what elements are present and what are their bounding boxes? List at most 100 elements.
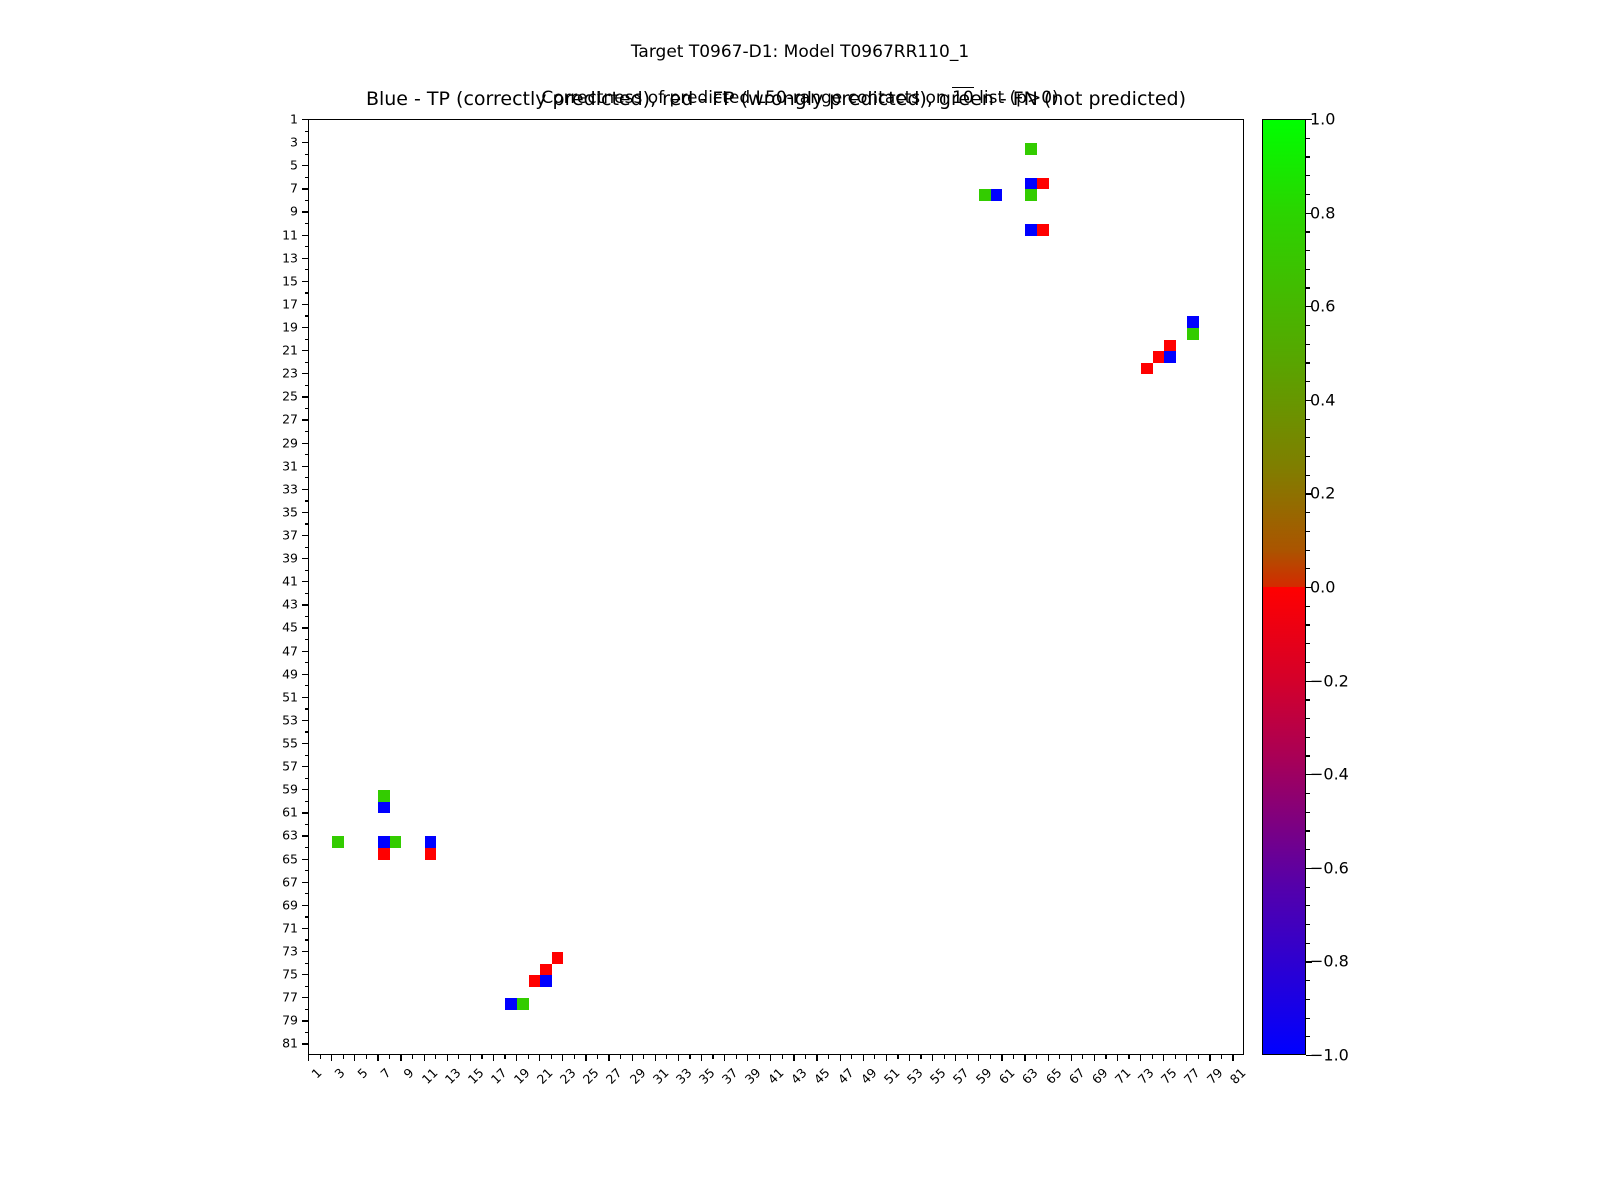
x-tick-mark bbox=[562, 1055, 564, 1061]
x-tick-label: 67 bbox=[1065, 1065, 1088, 1087]
y-tick-label: 15 bbox=[282, 273, 298, 289]
contact-cell bbox=[1037, 177, 1049, 190]
contact-cell bbox=[424, 848, 437, 860]
x-tick-label: 1 bbox=[308, 1065, 325, 1082]
x-tick-mark bbox=[804, 1055, 807, 1059]
suptitle-line-1: Target T0967-D1: Model T0967RR110_1 bbox=[630, 41, 970, 62]
contact-cell bbox=[540, 963, 552, 976]
contact-cell bbox=[1025, 143, 1037, 155]
colorbar-minor-tick-mark bbox=[1306, 193, 1310, 196]
contact-cell bbox=[528, 975, 541, 987]
x-tick-label: 57 bbox=[949, 1065, 972, 1087]
contact-cell bbox=[540, 975, 552, 987]
x-tick-label: 69 bbox=[1088, 1065, 1111, 1087]
x-tick-label: 35 bbox=[695, 1065, 718, 1087]
y-tick-label: 51 bbox=[282, 689, 298, 705]
y-tick-label: 61 bbox=[282, 804, 298, 820]
y-tick-label: 69 bbox=[282, 897, 298, 913]
x-tick-mark bbox=[1163, 1055, 1165, 1061]
x-tick-mark bbox=[319, 1055, 321, 1059]
y-tick-label: 81 bbox=[282, 1035, 298, 1051]
colorbar-tick-label: 0.0 bbox=[1310, 577, 1336, 597]
colorbar-minor-tick-mark bbox=[1306, 231, 1310, 233]
x-tick-mark bbox=[654, 1055, 656, 1061]
x-tick-label: 41 bbox=[764, 1065, 787, 1087]
x-tick-mark bbox=[851, 1055, 853, 1059]
x-tick-label: 21 bbox=[533, 1065, 556, 1087]
x-tick-label: 51 bbox=[880, 1065, 903, 1087]
x-tick-label: 39 bbox=[741, 1065, 764, 1087]
contact-cell bbox=[1025, 224, 1037, 236]
colorbar-tick-label: 0.8 bbox=[1310, 203, 1336, 223]
x-tick-mark bbox=[724, 1055, 726, 1061]
x-tick-mark bbox=[354, 1055, 356, 1061]
colorbar-tick-mark bbox=[1306, 399, 1312, 401]
colorbar-minor-tick-mark bbox=[1306, 605, 1310, 607]
colorbar-minor-tick-mark bbox=[1306, 455, 1310, 458]
colorbar-minor-tick-mark bbox=[1306, 624, 1310, 626]
y-tick-label: 75 bbox=[282, 966, 298, 982]
x-tick-mark bbox=[1070, 1055, 1072, 1061]
contact-cell bbox=[378, 790, 390, 802]
y-tick-label: 33 bbox=[282, 481, 298, 497]
colorbar-minor-tick-mark bbox=[1306, 811, 1310, 813]
x-tick-mark bbox=[1128, 1055, 1130, 1059]
contact-cell bbox=[378, 801, 390, 814]
y-tick-label: 41 bbox=[282, 573, 298, 589]
colorbar-tick-mark bbox=[1306, 493, 1312, 495]
colorbar bbox=[1262, 119, 1306, 1055]
x-tick-mark bbox=[735, 1055, 737, 1059]
y-tick-label: 39 bbox=[282, 550, 298, 566]
x-tick-label: 81 bbox=[1227, 1065, 1250, 1087]
x-tick-mark bbox=[539, 1055, 541, 1061]
contact-cell bbox=[1025, 189, 1037, 201]
x-tick-mark bbox=[631, 1055, 633, 1061]
x-tick-label: 23 bbox=[556, 1065, 579, 1087]
x-tick-label: 75 bbox=[1157, 1065, 1180, 1087]
colorbar-tick-label: 0.4 bbox=[1310, 390, 1336, 410]
x-tick-label: 3 bbox=[331, 1065, 348, 1082]
x-tick-label: 73 bbox=[1134, 1065, 1157, 1087]
x-tick-mark bbox=[1197, 1055, 1199, 1059]
x-tick-mark bbox=[492, 1055, 495, 1061]
suptitle-line-2: Correctness of predicted L50-range conta… bbox=[0, 86, 1600, 110]
x-tick-label: 37 bbox=[718, 1065, 741, 1087]
x-tick-mark bbox=[1093, 1055, 1095, 1061]
x-tick-mark bbox=[596, 1055, 599, 1059]
x-tick-label: 65 bbox=[1042, 1065, 1065, 1087]
colorbar-tick-mark bbox=[1306, 774, 1312, 776]
colorbar-minor-tick-mark bbox=[1306, 381, 1310, 383]
x-tick-mark bbox=[308, 1055, 310, 1061]
x-tick-mark bbox=[412, 1055, 414, 1059]
colorbar-tick-mark bbox=[1306, 961, 1312, 963]
y-tick-label: 45 bbox=[282, 619, 298, 635]
x-tick-mark bbox=[331, 1055, 333, 1061]
y-tick-label: 9 bbox=[290, 203, 298, 219]
x-tick-label: 33 bbox=[672, 1065, 695, 1087]
x-tick-mark bbox=[400, 1055, 402, 1061]
y-tick-label: 77 bbox=[282, 989, 298, 1005]
colorbar-minor-tick-mark bbox=[1306, 661, 1310, 664]
colorbar-minor-tick-mark bbox=[1306, 418, 1310, 420]
x-tick-mark bbox=[828, 1055, 830, 1059]
colorbar-minor-tick-mark bbox=[1306, 287, 1310, 289]
x-tick-mark bbox=[1047, 1055, 1049, 1061]
suptitle-line-2-pre: Correctness of predicted L50-range conta… bbox=[541, 87, 953, 108]
x-tick-mark bbox=[435, 1055, 437, 1059]
x-tick-mark bbox=[1174, 1055, 1176, 1059]
colorbar-minor-tick-mark bbox=[1306, 755, 1310, 757]
y-tick-label: 57 bbox=[282, 758, 298, 774]
x-tick-label: 29 bbox=[626, 1065, 649, 1087]
colorbar-minor-tick-mark bbox=[1306, 643, 1310, 645]
x-tick-mark bbox=[943, 1055, 945, 1059]
y-tick-label: 79 bbox=[282, 1012, 298, 1028]
colorbar-minor-tick-mark bbox=[1306, 530, 1310, 533]
contact-map-plot-area[interactable] bbox=[308, 119, 1244, 1055]
x-tick-mark bbox=[1082, 1055, 1084, 1059]
colorbar-tick-label: −1.0 bbox=[1310, 1045, 1349, 1065]
x-tick-mark bbox=[666, 1055, 668, 1059]
colorbar-minor-tick-mark bbox=[1306, 156, 1310, 158]
x-tick-mark bbox=[770, 1055, 772, 1061]
y-tick-label: 71 bbox=[282, 920, 298, 936]
colorbar-minor-tick-mark bbox=[1306, 736, 1310, 738]
